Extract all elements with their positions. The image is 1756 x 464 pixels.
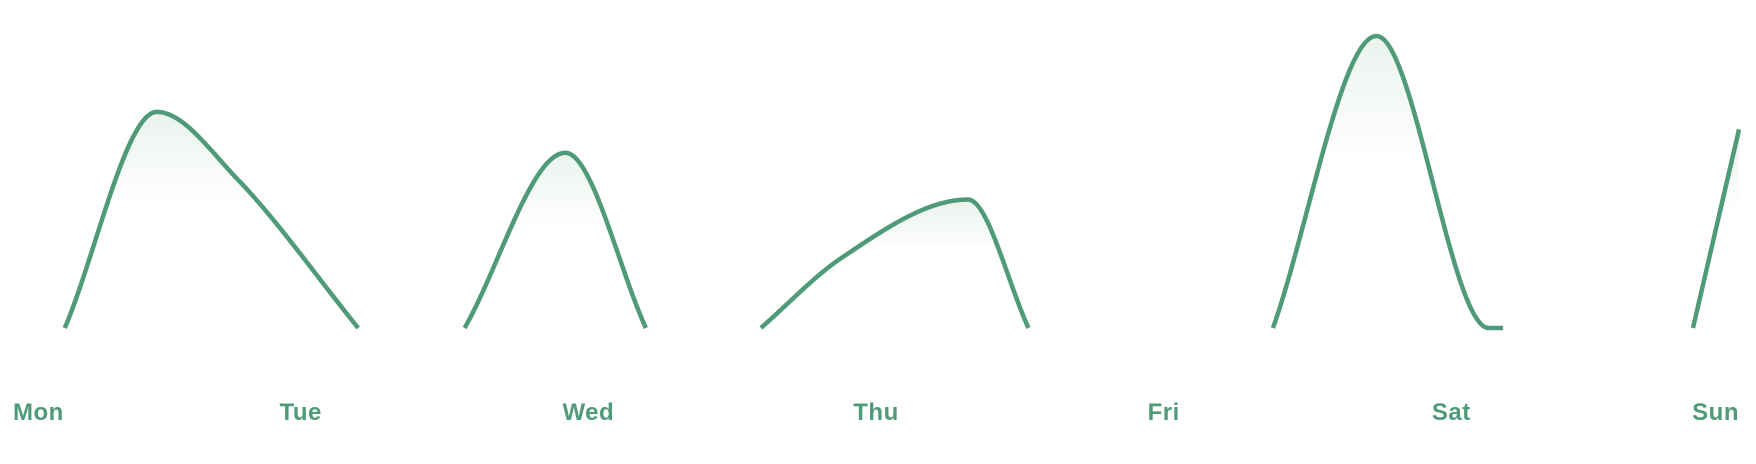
area-fill-segment-4 xyxy=(1272,36,1504,328)
x-tick-label-mon: Mon xyxy=(13,399,64,426)
x-tick-label-sun: Sun xyxy=(1692,399,1739,426)
area-fill-segment-2 xyxy=(464,152,646,328)
x-tick-label-fri: Fri xyxy=(1148,399,1180,426)
series-line-segment-2 xyxy=(462,150,648,330)
series-line-segment-5 xyxy=(1690,128,1742,329)
area-fill-segment-3 xyxy=(760,199,1029,328)
x-tick-label-wed: Wed xyxy=(562,399,614,426)
area-fill-segment-1 xyxy=(64,111,359,328)
area-fills xyxy=(64,36,1739,328)
series-line-segment-4 xyxy=(1270,33,1504,331)
x-tick-label-thu: Thu xyxy=(853,399,898,426)
x-tick-label-tue: Tue xyxy=(279,399,321,426)
area-fill-segment-5 xyxy=(1692,129,1739,328)
x-axis-labels: Mon Tue Wed Thu Fri Sat Sun xyxy=(13,399,1739,426)
x-tick-label-sat: Sat xyxy=(1432,399,1471,426)
series-line-segment-3 xyxy=(759,197,1031,330)
series-line-segment-1 xyxy=(62,109,360,330)
series-lines xyxy=(62,33,1742,331)
